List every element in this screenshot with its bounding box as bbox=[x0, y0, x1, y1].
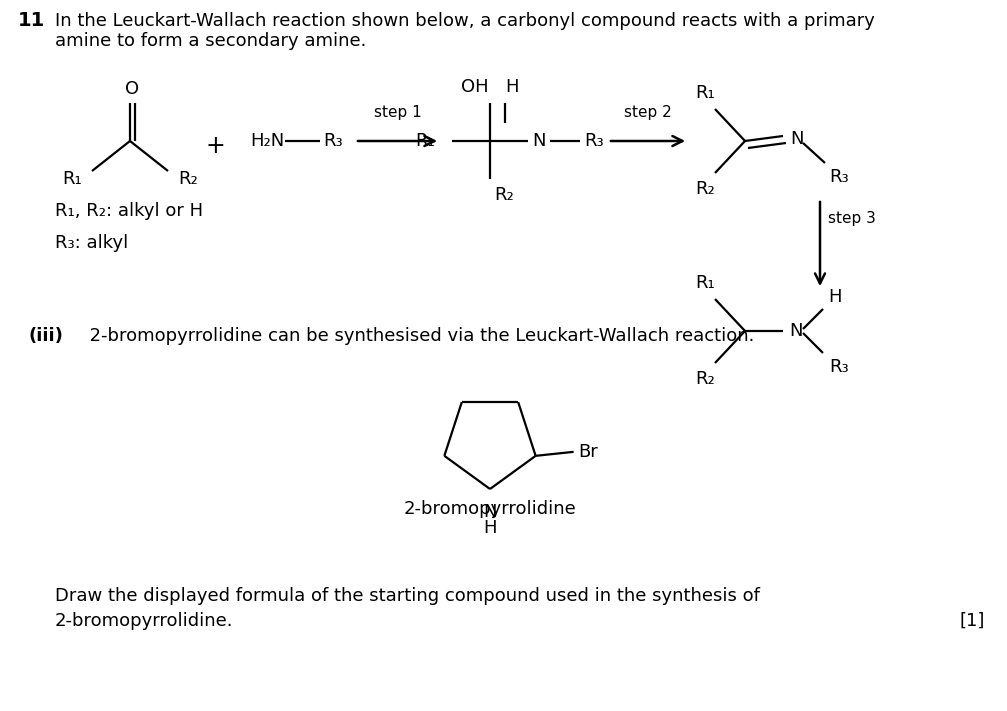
Text: R₃: alkyl: R₃: alkyl bbox=[55, 234, 128, 252]
Text: +: + bbox=[205, 134, 225, 158]
Text: R₂: R₂ bbox=[695, 180, 715, 198]
Text: 2-bromopyrrolidine: 2-bromopyrrolidine bbox=[404, 500, 576, 518]
Text: 2-bromopyrrolidine can be synthesised via the Leuckart-Wallach reaction.: 2-bromopyrrolidine can be synthesised vi… bbox=[78, 327, 754, 345]
Text: N: N bbox=[532, 132, 546, 150]
Text: step 1: step 1 bbox=[375, 105, 422, 120]
Text: N: N bbox=[483, 503, 496, 521]
Text: R₁: R₁ bbox=[62, 170, 82, 188]
Text: R₂: R₂ bbox=[178, 170, 197, 188]
Text: OH: OH bbox=[461, 78, 488, 96]
Text: R₃: R₃ bbox=[829, 358, 849, 376]
Text: 2-bromopyrrolidine.: 2-bromopyrrolidine. bbox=[55, 612, 234, 630]
Text: O: O bbox=[125, 80, 139, 98]
Text: R₂: R₂ bbox=[695, 370, 715, 388]
Text: step 2: step 2 bbox=[624, 105, 672, 120]
Text: amine to form a secondary amine.: amine to form a secondary amine. bbox=[55, 32, 367, 50]
Text: H: H bbox=[828, 288, 842, 306]
Text: R₁: R₁ bbox=[695, 84, 715, 102]
Text: H: H bbox=[483, 519, 496, 537]
Text: N: N bbox=[790, 130, 804, 148]
Text: R₃: R₃ bbox=[829, 168, 849, 186]
Text: R₃: R₃ bbox=[584, 132, 603, 150]
Text: R₁: R₁ bbox=[415, 132, 435, 150]
Text: Draw the displayed formula of the starting compound used in the synthesis of: Draw the displayed formula of the starti… bbox=[55, 587, 760, 605]
Text: In the Leuckart-Wallach reaction shown below, a carbonyl compound reacts with a : In the Leuckart-Wallach reaction shown b… bbox=[55, 12, 875, 30]
Text: (iii): (iii) bbox=[28, 327, 62, 345]
Text: R₁: R₁ bbox=[695, 274, 715, 292]
Text: R₃: R₃ bbox=[323, 132, 342, 150]
Text: H₂N: H₂N bbox=[250, 132, 284, 150]
Text: step 3: step 3 bbox=[828, 211, 876, 227]
Text: 11: 11 bbox=[18, 11, 45, 31]
Text: Br: Br bbox=[579, 443, 598, 461]
Text: [1]: [1] bbox=[960, 612, 985, 630]
Text: H: H bbox=[506, 78, 519, 96]
Text: N: N bbox=[789, 322, 803, 340]
Text: R₁, R₂: alkyl or H: R₁, R₂: alkyl or H bbox=[55, 202, 203, 220]
Text: R₂: R₂ bbox=[494, 186, 514, 204]
